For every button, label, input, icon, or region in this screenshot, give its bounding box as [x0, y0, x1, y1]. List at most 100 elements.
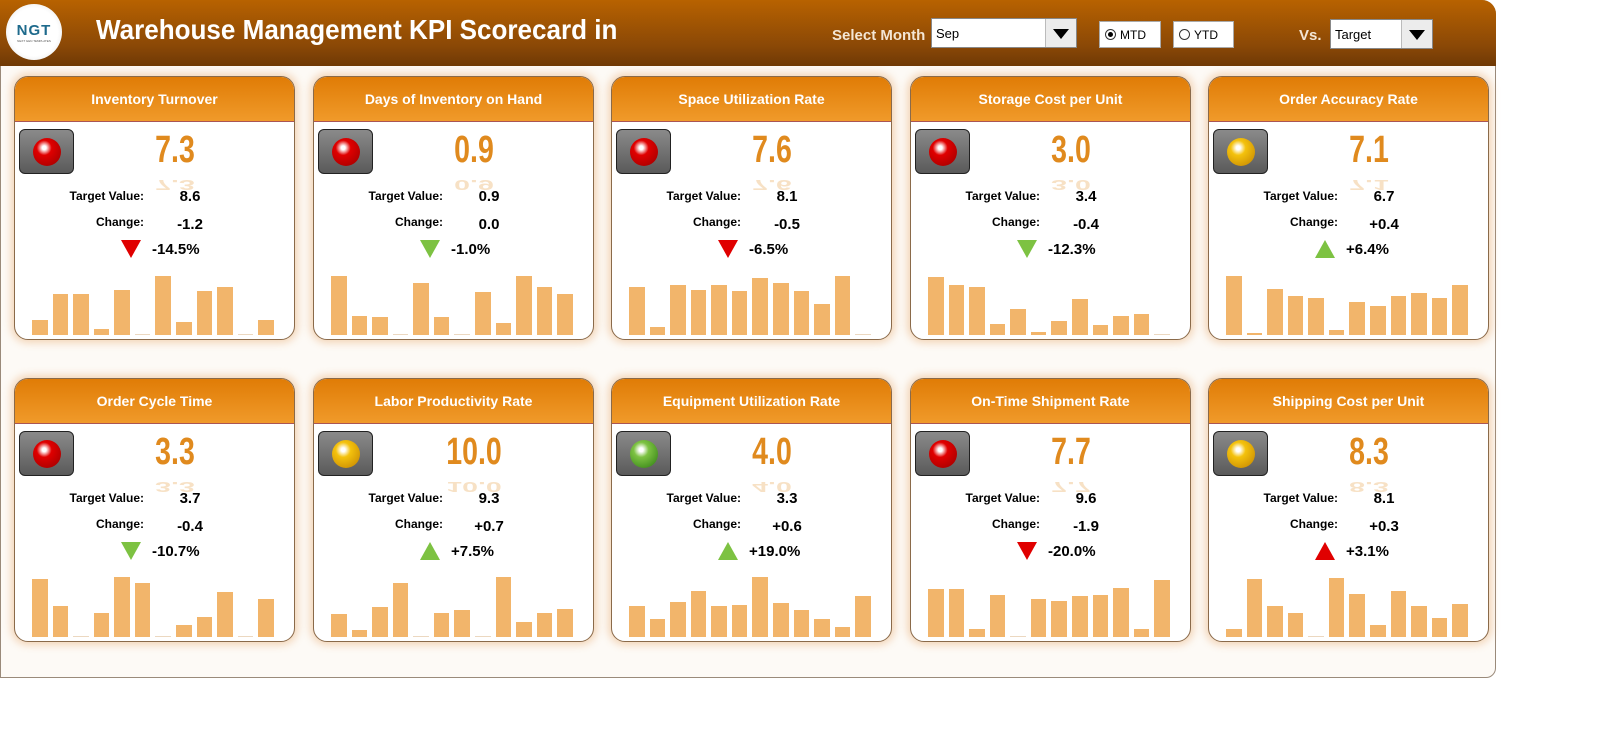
target-label: Target Value:: [1263, 491, 1338, 505]
trend-bar: [155, 635, 172, 637]
kpi-value: 7.3: [155, 129, 195, 171]
target-value: 3.4: [1075, 188, 1097, 205]
trend-bar: [392, 583, 409, 637]
trend-bar: [258, 319, 274, 335]
trend-bar: [372, 607, 388, 637]
trend-bar: [711, 285, 727, 335]
trend-bar: [1113, 316, 1129, 335]
target-value: 3.3: [776, 490, 798, 507]
trend-bar: [670, 285, 686, 335]
arrow-down-icon: [718, 240, 738, 258]
trend-bar: [1072, 298, 1088, 335]
trend-bar: [1072, 595, 1088, 637]
change-value: -1.9: [1073, 518, 1099, 535]
mtd-radio[interactable]: MTD: [1099, 21, 1161, 48]
trend-bar: [413, 283, 429, 335]
trend-bar: [176, 624, 192, 637]
trend-bar: [1287, 295, 1304, 335]
kpi-title: Labor Productivity Rate: [314, 379, 593, 424]
chevron-down-icon[interactable]: [1401, 20, 1432, 48]
trend-bar: [1267, 288, 1283, 335]
yellow-light-icon: [1227, 138, 1255, 166]
target-value: 8.6: [179, 188, 201, 205]
trend-bar: [454, 333, 471, 335]
target-value: 6.7: [1373, 188, 1395, 205]
trend-bar: [834, 276, 851, 335]
ytd-radio[interactable]: YTD: [1173, 21, 1234, 48]
change-label: Change:: [395, 215, 443, 229]
month-value: Sep: [936, 26, 960, 41]
trend-bar: [948, 589, 965, 637]
trend-bar: [928, 277, 944, 335]
trend-bar: [969, 287, 985, 335]
arrow-down-icon: [420, 240, 440, 258]
chevron-down-icon[interactable]: [1045, 19, 1076, 47]
trend-bar: [1452, 603, 1468, 637]
trend-bar: [773, 602, 789, 637]
trend-bar: [1267, 606, 1283, 637]
page-title: Warehouse Management KPI Scorecard in: [96, 14, 618, 45]
target-value: 8.1: [776, 188, 798, 205]
trend-bar: [1246, 332, 1263, 335]
trend-bar: [1226, 276, 1242, 335]
trend-bar: [1226, 628, 1242, 637]
trend-bar: [52, 606, 69, 637]
trend-bar: [134, 333, 151, 335]
trend-bar: [1349, 301, 1366, 335]
trend-bar: [855, 595, 871, 637]
target-label: Target Value:: [69, 189, 144, 203]
comparison-dropdown[interactable]: Target: [1330, 19, 1433, 49]
kpi-card-space-utilization-rate: Space Utilization Rate 7.6 7.6 Target Va…: [611, 76, 892, 340]
trend-bar: [1287, 613, 1304, 637]
kpi-title: Shipping Cost per Unit: [1209, 379, 1488, 424]
trend-bar: [413, 635, 429, 637]
status-light-icon: [19, 431, 74, 476]
kpi-card-equipment-utilization-rate: Equipment Utilization Rate 4.0 4.0 Targe…: [611, 378, 892, 642]
change-label: Change:: [693, 517, 741, 531]
trend-bar: [155, 276, 172, 335]
change-label: Change:: [1290, 517, 1338, 531]
change-percent: -14.5%: [152, 241, 200, 258]
change-percent: -10.7%: [152, 543, 200, 560]
red-light-icon: [33, 138, 61, 166]
change-percent: -6.5%: [749, 241, 789, 258]
kpi-card-order-accuracy-rate: Order Accuracy Rate 7.1 7.1 Target Value…: [1208, 76, 1489, 340]
trend-bar: [1370, 306, 1386, 335]
red-light-icon: [33, 440, 61, 468]
kpi-title: Equipment Utilization Rate: [612, 379, 891, 424]
trend-bar: [1390, 295, 1407, 335]
trend-bar: [114, 289, 130, 335]
trend-bar: [629, 287, 645, 335]
trend-bar: [495, 577, 512, 637]
trend-bar: [495, 322, 512, 335]
trend-chart: [928, 575, 1170, 637]
status-light-icon: [915, 129, 970, 174]
change-value: -0.5: [774, 216, 800, 233]
arrow-down-icon: [121, 240, 141, 258]
target-value: 9.3: [478, 490, 500, 507]
trend-bar: [32, 319, 48, 335]
mtd-label: MTD: [1120, 27, 1146, 42]
trend-bar: [93, 328, 110, 335]
target-label: Target Value:: [368, 189, 443, 203]
trend-bar: [331, 276, 347, 335]
kpi-card-labor-productivity-rate: Labor Productivity Rate 10.0 10.0 Target…: [313, 378, 594, 642]
month-dropdown[interactable]: Sep: [931, 18, 1077, 48]
trend-bar: [1113, 588, 1129, 637]
change-percent: +19.0%: [749, 543, 801, 560]
status-light-icon: [1213, 431, 1268, 476]
trend-bar: [690, 289, 707, 335]
change-percent: +6.4%: [1346, 241, 1389, 258]
kpi-card-shipping-cost-per-unit: Shipping Cost per Unit 8.3 8.3 Target Va…: [1208, 378, 1489, 642]
change-value: -0.4: [177, 518, 203, 535]
trend-chart: [1226, 273, 1468, 335]
trend-bar: [731, 290, 748, 335]
target-label: Target Value:: [965, 491, 1040, 505]
trend-bar: [475, 291, 491, 335]
change-label: Change:: [992, 215, 1040, 229]
kpi-value: 7.1: [1349, 129, 1389, 171]
kpi-card-order-cycle-time: Order Cycle Time 3.3 3.3 Target Value: 3…: [14, 378, 295, 642]
trend-bar: [1246, 579, 1263, 637]
trend-bar: [989, 594, 1006, 637]
trend-bar: [670, 601, 686, 637]
